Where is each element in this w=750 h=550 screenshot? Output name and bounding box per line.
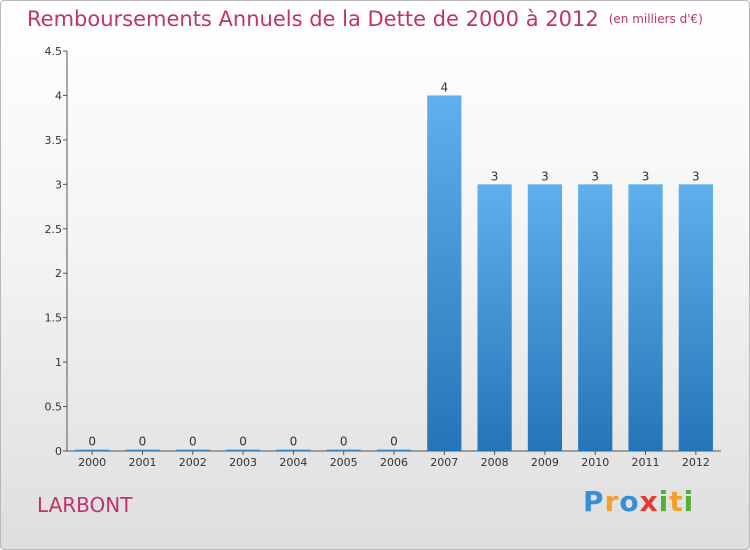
y-tick-label: 3.5 bbox=[45, 134, 63, 147]
bar bbox=[628, 184, 663, 452]
bar-value-label: 0 bbox=[189, 435, 197, 449]
chart-unit: (en milliers d'€) bbox=[608, 12, 703, 26]
bar-value-label: 3 bbox=[541, 169, 549, 183]
commune-name: LARBONT bbox=[37, 493, 133, 517]
bar-value-label: 3 bbox=[642, 169, 650, 183]
bar bbox=[527, 184, 563, 452]
x-tick-label: 2003 bbox=[229, 456, 257, 469]
x-tick-label: 2001 bbox=[128, 456, 156, 469]
bar bbox=[578, 184, 613, 452]
logo-letter: o bbox=[619, 485, 640, 518]
logo-letter: t bbox=[669, 485, 684, 518]
y-tick-label: 3 bbox=[55, 178, 62, 191]
bar-value-label: 3 bbox=[491, 169, 499, 183]
x-tick-label: 2009 bbox=[531, 456, 559, 469]
bar bbox=[477, 184, 512, 452]
bar-value-label: 0 bbox=[340, 435, 348, 449]
logo-letter: x bbox=[639, 485, 659, 518]
y-tick-label: 2 bbox=[55, 267, 62, 280]
y-tick-label: 1 bbox=[55, 356, 62, 369]
x-tick-label: 2007 bbox=[430, 456, 458, 469]
bar bbox=[326, 449, 361, 451]
chart-title: Remboursements Annuels de la Dette de 20… bbox=[27, 7, 703, 31]
proxiti-logo: Proxiti bbox=[583, 485, 694, 518]
bar bbox=[225, 449, 261, 451]
bar-value-label: 4 bbox=[440, 80, 448, 94]
bar bbox=[678, 184, 713, 452]
logo-letter: r bbox=[604, 485, 620, 518]
bar bbox=[175, 449, 210, 451]
logo-letter: P bbox=[583, 485, 605, 518]
x-tick-label: 2005 bbox=[330, 456, 358, 469]
x-tick-label: 2010 bbox=[581, 456, 609, 469]
y-tick-label: 2.5 bbox=[45, 223, 63, 236]
bar bbox=[427, 95, 462, 451]
y-tick-label: 0.5 bbox=[45, 401, 63, 414]
bar bbox=[75, 449, 110, 451]
logo-letter: i bbox=[683, 485, 695, 518]
x-tick-label: 2011 bbox=[632, 456, 660, 469]
x-tick-label: 2002 bbox=[179, 456, 207, 469]
bar-value-label: 0 bbox=[239, 435, 247, 449]
y-tick-label: 1.5 bbox=[45, 312, 63, 325]
x-tick-label: 2012 bbox=[682, 456, 710, 469]
y-tick-label: 4 bbox=[55, 89, 62, 102]
bar-value-label: 0 bbox=[139, 435, 147, 449]
bar-value-label: 0 bbox=[290, 435, 298, 449]
x-tick-label: 2000 bbox=[78, 456, 106, 469]
x-tick-label: 2008 bbox=[481, 456, 509, 469]
bar bbox=[125, 449, 160, 451]
y-tick-label: 0 bbox=[55, 445, 62, 458]
bar bbox=[276, 449, 311, 451]
bar-value-label: 3 bbox=[591, 169, 599, 183]
bar bbox=[376, 449, 412, 451]
logo-letter: i bbox=[658, 485, 670, 518]
bar-value-label: 0 bbox=[88, 435, 96, 449]
y-tick-label: 4.5 bbox=[45, 45, 63, 58]
chart-title-text: Remboursements Annuels de la Dette de 20… bbox=[27, 7, 599, 31]
x-tick-label: 2006 bbox=[380, 456, 408, 469]
bar-value-label: 3 bbox=[692, 169, 700, 183]
x-tick-label: 2004 bbox=[279, 456, 307, 469]
bar-value-label: 0 bbox=[390, 435, 398, 449]
